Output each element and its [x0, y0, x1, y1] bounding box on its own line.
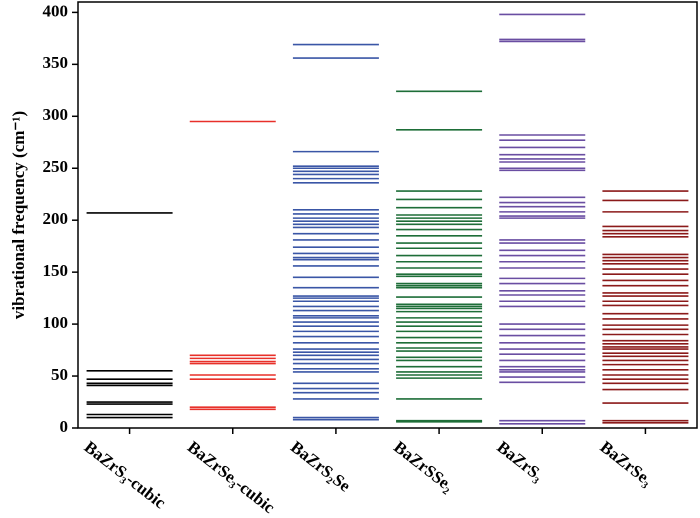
y-tick-label: 250: [43, 157, 69, 176]
y-tick-label: 300: [43, 105, 69, 124]
y-tick-label: 50: [51, 365, 68, 384]
y-tick-label: 0: [60, 417, 69, 436]
x-tick-label: BaZrS₃: [493, 437, 547, 485]
y-tick-label: 150: [43, 261, 69, 280]
y-tick-label: 200: [43, 209, 69, 228]
plot-frame: [77, 1, 698, 429]
y-axis-label: vibrational frequency (cm⁻¹): [9, 111, 28, 319]
x-tick-label: BaZrSSe₂: [390, 437, 457, 495]
y-tick-label: 350: [43, 53, 69, 72]
y-tick-label: 400: [43, 1, 69, 20]
y-tick-label: 100: [43, 313, 69, 332]
x-tick-label: BaZrSe₃-cubic: [184, 437, 279, 517]
x-tick-label: BaZrS₂Se: [287, 437, 354, 496]
x-tick-label: BaZrS₃-cubic: [81, 437, 170, 512]
x-tick-label: BaZrSe₃: [597, 437, 657, 489]
